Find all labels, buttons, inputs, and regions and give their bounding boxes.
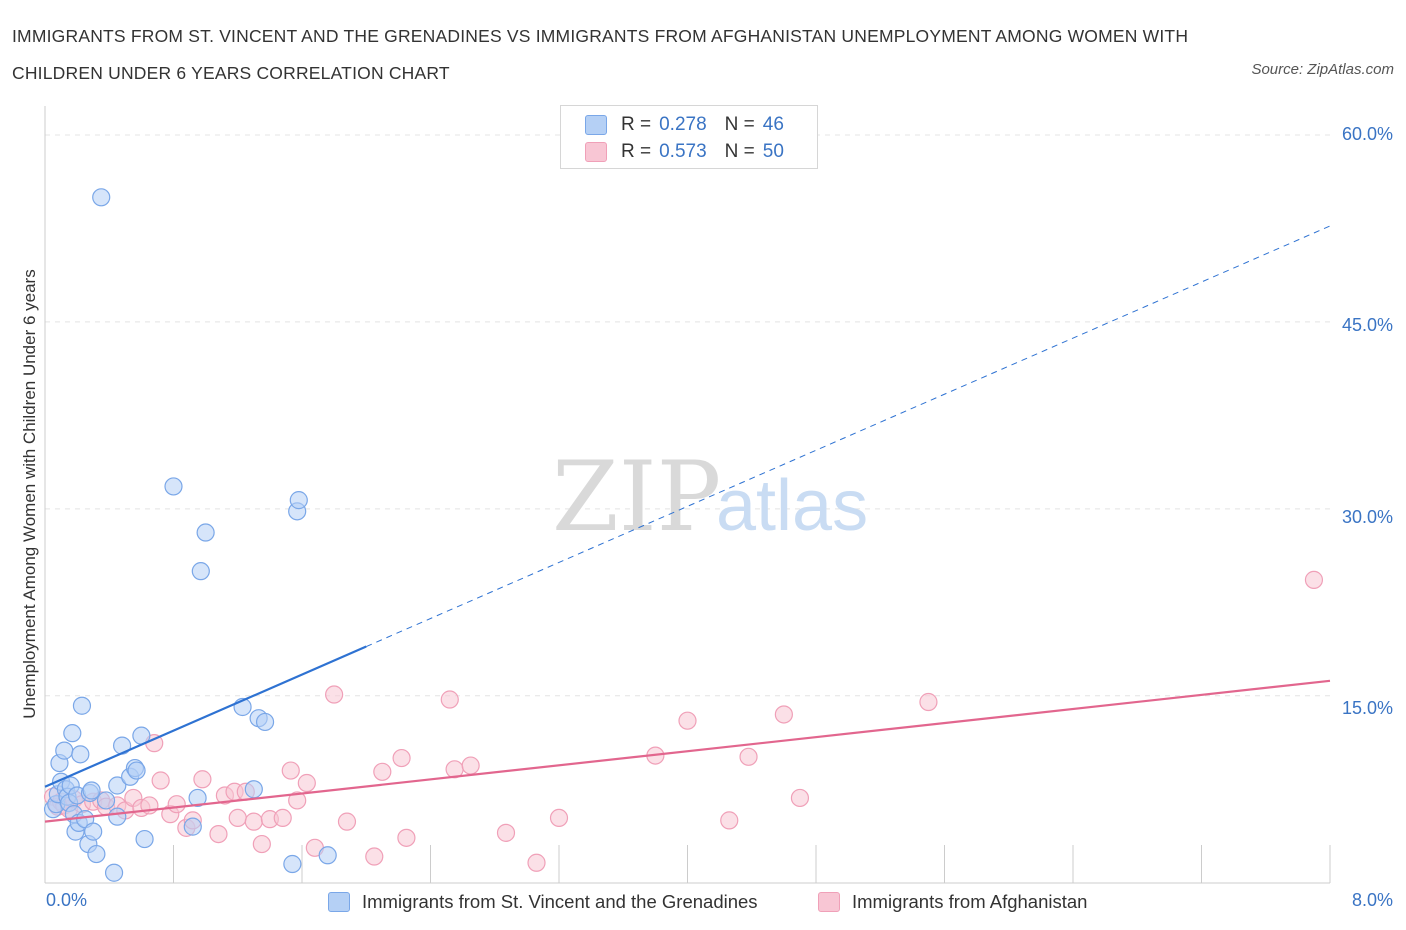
data-point bbox=[244, 812, 263, 831]
data-point bbox=[183, 817, 202, 836]
x-tick-label-min: 0.0% bbox=[46, 890, 88, 910]
axes bbox=[44, 106, 1331, 884]
data-point bbox=[392, 748, 411, 768]
y-tick-label: 30.0% bbox=[1341, 507, 1393, 527]
data-point bbox=[135, 829, 154, 849]
watermark-zip: ZIP bbox=[552, 441, 721, 553]
data-point bbox=[104, 863, 124, 882]
trend-line-st-vincent bbox=[44, 645, 367, 788]
y-tick-label: 15.0% bbox=[1341, 698, 1393, 718]
data-point bbox=[209, 824, 228, 844]
data-point bbox=[244, 780, 263, 799]
data-point bbox=[461, 756, 480, 775]
source-label: Source: ZipAtlas.com bbox=[1251, 61, 1394, 78]
legend-r-value: 0.278 bbox=[659, 114, 707, 135]
bottom-legend-label: Immigrants from Afghanistan bbox=[852, 891, 1088, 912]
legend-n-value: 46 bbox=[762, 114, 784, 135]
data-point bbox=[720, 811, 739, 830]
data-point bbox=[678, 711, 697, 730]
data-point bbox=[288, 791, 307, 810]
data-point bbox=[373, 762, 392, 781]
data-point bbox=[84, 822, 103, 841]
data-point bbox=[790, 788, 810, 808]
bottom-legend-st-vincent: Immigrants from St. Vincent and the Gren… bbox=[328, 889, 758, 915]
trend-line-st-vincent-extension bbox=[366, 225, 1331, 648]
data-point bbox=[252, 834, 271, 854]
data-point bbox=[255, 712, 275, 732]
trend-lines bbox=[44, 225, 1331, 823]
data-point bbox=[289, 491, 308, 510]
x-tick-label-max: 8.0% bbox=[1351, 890, 1393, 910]
data-point bbox=[273, 808, 292, 827]
data-point bbox=[63, 724, 82, 743]
data-point bbox=[92, 188, 111, 207]
data-point bbox=[325, 685, 344, 704]
correlation-legend: R = 0.278 N = 46 R = 0.573 N = 50 bbox=[560, 105, 818, 169]
legend-r-label: R = bbox=[621, 141, 652, 162]
data-point bbox=[739, 747, 758, 766]
data-point bbox=[87, 844, 106, 864]
data-point bbox=[193, 770, 212, 789]
data-point bbox=[196, 523, 215, 542]
data-point bbox=[527, 853, 546, 872]
legend-n-label: N = bbox=[724, 114, 755, 135]
bottom-legend-swatch-pink bbox=[818, 892, 840, 912]
legend-r-label: R = bbox=[621, 114, 652, 135]
y-tick-label: 60.0% bbox=[1341, 124, 1393, 144]
bottom-legend-afghanistan: Immigrants from Afghanistan bbox=[818, 889, 1087, 915]
data-point bbox=[108, 807, 127, 826]
legend-swatch-blue bbox=[585, 115, 607, 135]
data-point bbox=[82, 781, 101, 800]
data-point bbox=[774, 705, 793, 724]
grid-lines bbox=[45, 134, 1330, 697]
bottom-legend-label: Immigrants from St. Vincent and the Gren… bbox=[362, 891, 758, 912]
legend-n-value: 50 bbox=[762, 141, 784, 162]
legend-row-st-vincent: R = 0.278 N = 46 bbox=[585, 113, 802, 137]
data-point bbox=[1304, 570, 1324, 589]
y-tick-label: 45.0% bbox=[1341, 315, 1393, 335]
data-point bbox=[167, 795, 186, 814]
data-point bbox=[108, 776, 127, 795]
data-point bbox=[191, 562, 210, 581]
data-point bbox=[365, 847, 384, 866]
watermark: ZIP atlas bbox=[552, 441, 868, 553]
data-point bbox=[71, 745, 90, 764]
data-point bbox=[96, 791, 116, 810]
data-point bbox=[297, 773, 316, 793]
data-point bbox=[164, 477, 183, 496]
data-point bbox=[188, 788, 207, 808]
trend-line-afghanistan bbox=[44, 679, 1331, 823]
data-point bbox=[496, 823, 516, 842]
chart-title: IMMIGRANTS FROM ST. VINCENT AND THE GREN… bbox=[12, 26, 1189, 83]
bottom-legend-swatch-blue bbox=[328, 892, 350, 912]
legend-r-value: 0.573 bbox=[659, 141, 707, 162]
data-point bbox=[72, 696, 92, 715]
data-point bbox=[397, 828, 416, 847]
legend-row-afghanistan: R = 0.573 N = 50 bbox=[585, 140, 802, 164]
data-point bbox=[549, 808, 569, 827]
data-point bbox=[337, 812, 357, 831]
data-point bbox=[283, 854, 302, 874]
series-afghanistan-points bbox=[43, 570, 1324, 872]
data-point bbox=[318, 846, 337, 865]
data-point bbox=[127, 761, 146, 780]
data-point bbox=[55, 741, 74, 760]
data-point bbox=[281, 761, 300, 780]
data-point bbox=[440, 690, 459, 709]
data-point bbox=[919, 692, 938, 712]
data-point bbox=[151, 771, 170, 790]
watermark-atlas: atlas bbox=[716, 466, 868, 546]
legend-n-label: N = bbox=[724, 141, 755, 162]
legend-swatch-pink bbox=[585, 142, 607, 162]
data-point bbox=[228, 808, 247, 827]
